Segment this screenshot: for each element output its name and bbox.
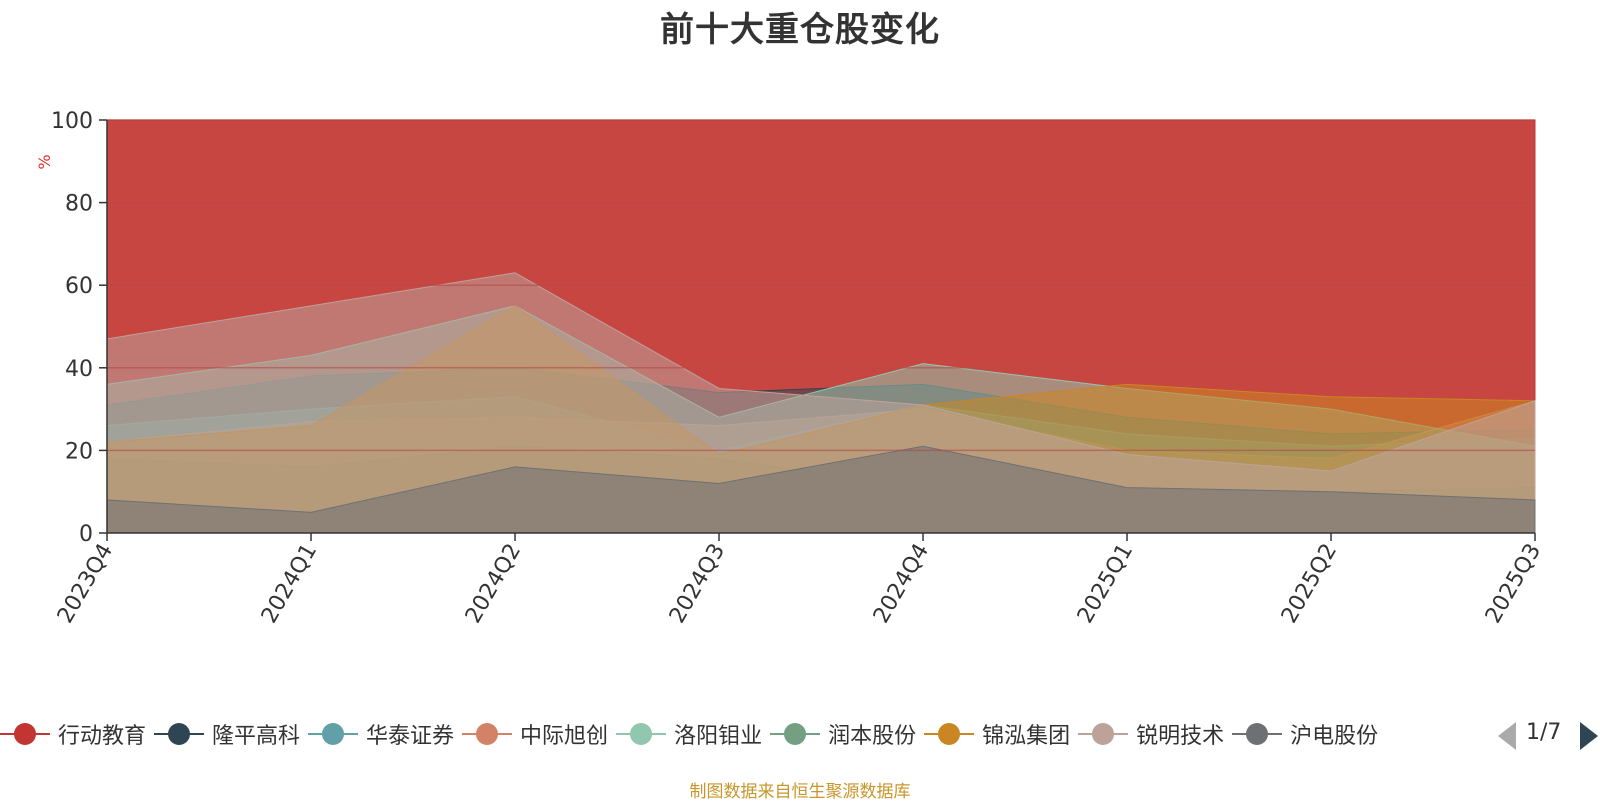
y-tick-label: 100 [51,109,93,134]
grid-lines [107,119,1535,452]
legend-marker-icon [924,722,975,746]
legend-next-icon[interactable] [1580,722,1598,750]
legend-label: 锐明技术 [1136,724,1225,749]
legend-item[interactable]: 锦泓集团 [924,716,1070,752]
legend-marker-icon [1232,722,1283,746]
y-axis-label: % [35,154,54,169]
x-tick-label: 2025Q3 [1481,540,1546,628]
legend-label: 华泰证券 [366,724,455,749]
legend-marker-icon [770,722,821,746]
legend-marker-icon [0,722,50,746]
area-沪电股份[interactable] [106,445,1536,534]
legend-marker-icon [308,722,359,746]
legend-marker-icon [1078,722,1129,746]
area-layers [106,119,1536,534]
legend-item[interactable]: 润本股份 [770,716,916,752]
legend-pager: 1/7 [1498,718,1600,752]
chart-title: 前十大重仓股变化 [660,10,940,50]
y-tick-label: 80 [65,192,93,217]
source-note: 制图数据来自恒生聚源数据库 [689,782,911,802]
area-锐明技术[interactable] [106,272,1536,534]
legend-item[interactable]: 行动教育 [0,716,146,752]
legend-label: 洛阳钼业 [674,724,763,749]
legend-prev-icon[interactable] [1498,722,1516,750]
legend-marker-icon [462,722,513,746]
legend-marker-icon [616,722,667,746]
x-tick-label: 2025Q2 [1277,540,1342,628]
y-tick-label: 40 [65,357,93,382]
legend-page-indicator: 1/7 [1526,720,1562,745]
x-tick-label: 2024Q4 [869,540,934,628]
legend-item[interactable]: 沪电股份 [1232,716,1378,752]
legend-label: 隆平高科 [212,724,301,749]
legend-item[interactable]: 隆平高科 [154,716,300,752]
legend-label: 行动教育 [58,724,147,749]
legend-label: 润本股份 [828,724,917,749]
legend-label: 中际旭创 [520,724,609,749]
legend-label: 锦泓集团 [982,724,1071,749]
chart-legend: 行动教育 隆平高科 华泰证券 中际旭创 洛阳钼业 润本股份 锦泓集团 锐明技术 沪电股份 [0,716,1480,756]
legend-item[interactable]: 华泰证券 [308,716,454,752]
legend-item[interactable]: 中际旭创 [462,716,608,752]
legend-item[interactable]: 洛阳钼业 [616,716,762,752]
x-tick-label: 2023Q4 [53,540,118,628]
legend-marker-icon [154,722,205,746]
x-tick-label: 2024Q1 [257,540,322,628]
x-tick-label: 2024Q2 [461,540,526,628]
legend-item[interactable]: 锐明技术 [1078,716,1224,752]
area-chart: 0 20 40 60 80 100 2023Q4 2024Q1 2024Q2 2024Q3 2024… [35,109,1546,628]
y-tick-label: 0 [79,522,93,547]
x-tick-label: 2024Q3 [665,540,730,628]
y-tick-label: 60 [65,274,93,299]
y-tick-label: 20 [65,439,93,464]
legend-label: 沪电股份 [1290,724,1379,749]
x-tick-label: 2025Q1 [1073,540,1138,628]
